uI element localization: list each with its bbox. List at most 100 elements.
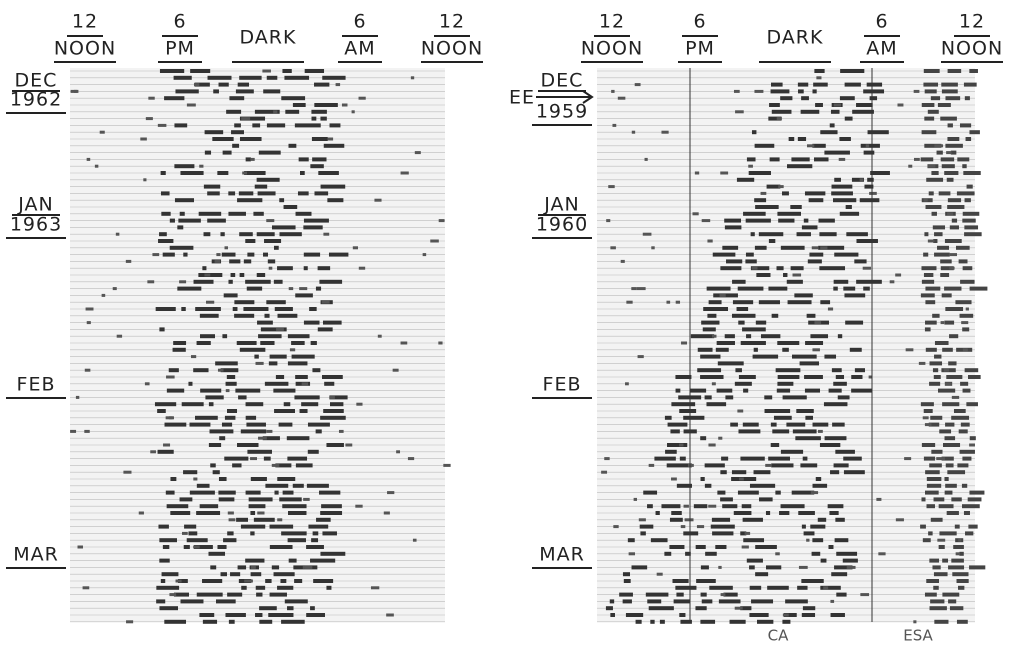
activity bbox=[729, 619, 746, 624]
activity bbox=[169, 245, 194, 250]
activity bbox=[306, 483, 329, 488]
activity bbox=[913, 620, 917, 624]
activity bbox=[930, 415, 943, 420]
activity bbox=[805, 341, 824, 345]
activity bbox=[933, 497, 945, 502]
activity bbox=[193, 368, 209, 373]
activity bbox=[835, 449, 855, 454]
activity bbox=[964, 225, 979, 230]
activity bbox=[275, 375, 285, 379]
activity bbox=[830, 599, 835, 603]
activity bbox=[243, 259, 252, 264]
activity bbox=[758, 232, 784, 237]
activity bbox=[739, 477, 744, 481]
activity bbox=[856, 239, 878, 243]
activity bbox=[953, 545, 964, 549]
activity bbox=[737, 409, 744, 413]
activity bbox=[790, 266, 804, 271]
activity bbox=[683, 415, 705, 420]
activity bbox=[215, 361, 238, 366]
activity bbox=[250, 477, 267, 481]
activity bbox=[239, 75, 262, 80]
activity bbox=[812, 348, 820, 352]
activity bbox=[627, 538, 635, 543]
activity bbox=[247, 252, 255, 257]
activity bbox=[738, 375, 756, 379]
activity bbox=[228, 279, 233, 284]
activity bbox=[731, 313, 756, 318]
activity bbox=[220, 232, 225, 237]
activity bbox=[777, 375, 800, 379]
activity bbox=[804, 388, 821, 393]
activity bbox=[938, 191, 951, 196]
activity bbox=[671, 477, 677, 481]
activity bbox=[937, 388, 956, 393]
label: 6 bbox=[875, 11, 888, 33]
activity bbox=[921, 497, 926, 502]
activity bbox=[785, 599, 808, 604]
activity bbox=[157, 123, 167, 127]
activity bbox=[116, 334, 123, 338]
activity bbox=[250, 457, 258, 461]
activity bbox=[254, 354, 259, 359]
activity bbox=[613, 525, 619, 529]
activity bbox=[838, 157, 846, 161]
activity bbox=[271, 225, 296, 230]
activity bbox=[854, 259, 867, 264]
activity bbox=[295, 375, 308, 379]
activity bbox=[959, 123, 972, 128]
activity bbox=[679, 409, 697, 413]
activity bbox=[694, 171, 700, 175]
activity bbox=[322, 375, 343, 379]
activity bbox=[969, 69, 978, 73]
activity bbox=[960, 381, 969, 386]
activity bbox=[790, 205, 802, 209]
activity bbox=[644, 157, 648, 161]
activity bbox=[222, 334, 228, 339]
activity bbox=[288, 287, 294, 291]
activity bbox=[661, 504, 681, 509]
activity bbox=[957, 463, 969, 468]
activity bbox=[319, 490, 341, 495]
activity bbox=[230, 273, 236, 277]
activity bbox=[832, 422, 845, 427]
activity bbox=[159, 558, 170, 563]
activity bbox=[676, 592, 684, 597]
activity bbox=[669, 545, 685, 549]
activity bbox=[925, 347, 937, 352]
activity bbox=[815, 103, 823, 107]
activity bbox=[923, 198, 928, 202]
activity bbox=[831, 184, 853, 189]
activity bbox=[283, 205, 298, 209]
label: AM bbox=[866, 38, 897, 60]
activity bbox=[928, 191, 934, 196]
activity bbox=[820, 300, 831, 305]
activity bbox=[913, 89, 920, 93]
activity bbox=[745, 252, 754, 257]
activity bbox=[234, 300, 255, 305]
activity bbox=[775, 552, 780, 556]
activity bbox=[244, 171, 266, 175]
activity bbox=[755, 205, 779, 209]
activity bbox=[287, 334, 310, 339]
activity bbox=[940, 266, 954, 271]
activity bbox=[303, 252, 321, 257]
activity bbox=[255, 585, 266, 590]
activity bbox=[753, 470, 771, 475]
activity bbox=[924, 592, 937, 597]
activity bbox=[942, 558, 949, 563]
activity bbox=[281, 531, 307, 536]
activity bbox=[138, 511, 144, 515]
activity bbox=[203, 232, 211, 237]
activity bbox=[260, 341, 275, 345]
activity bbox=[802, 606, 816, 611]
activity bbox=[968, 375, 981, 379]
activity bbox=[816, 76, 822, 80]
activity bbox=[932, 565, 941, 570]
activity bbox=[311, 109, 327, 114]
activity bbox=[701, 599, 713, 604]
activity bbox=[145, 117, 153, 121]
activity bbox=[330, 395, 335, 399]
activity bbox=[962, 218, 976, 223]
activity bbox=[863, 89, 885, 94]
